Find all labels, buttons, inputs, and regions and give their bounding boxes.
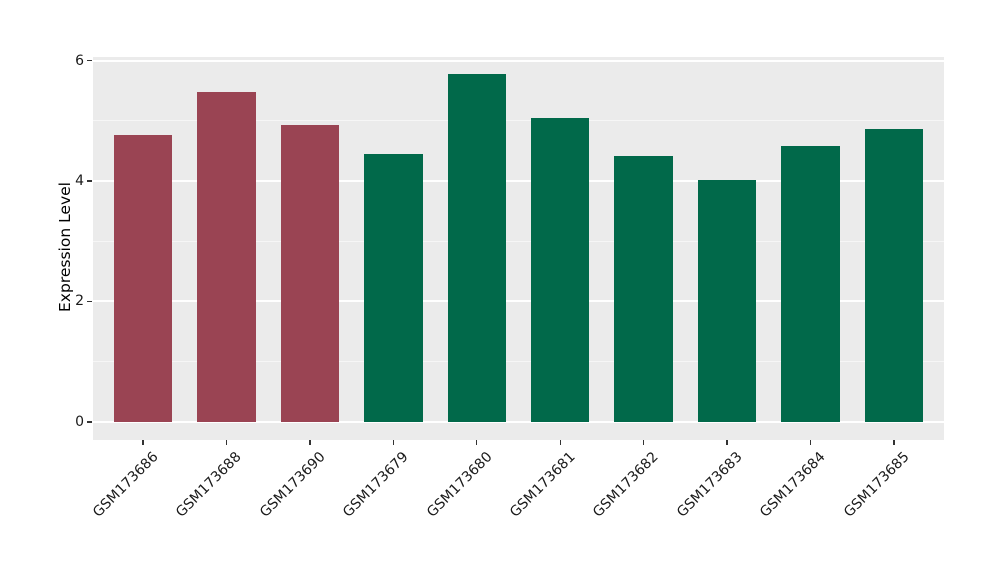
gridline-minor: [93, 120, 944, 122]
y-tick-label-0: 0: [75, 413, 84, 430]
x-tick-mark: [225, 440, 228, 445]
y-tick-mark: [87, 421, 92, 423]
x-tick-mark: [392, 440, 394, 445]
x-tick-mark: [643, 440, 645, 445]
bar-GSM173682: [614, 155, 673, 422]
x-tick-label-GSM173682: GSM173682: [590, 449, 662, 521]
bar-GSM173683: [697, 180, 757, 422]
y-tick-mark: [87, 300, 92, 303]
x-tick-label-GSM173685: GSM173685: [840, 449, 913, 521]
x-tick-label-GSM173681: GSM173681: [506, 449, 579, 521]
x-tick-label-GSM173686: GSM173686: [89, 449, 162, 521]
gridline-minor: [93, 361, 944, 363]
x-tick-mark: [893, 440, 895, 445]
x-tick-label-GSM173688: GSM173688: [173, 449, 245, 521]
x-tick-label-GSM173679: GSM173679: [340, 449, 412, 521]
bar-GSM173684: [781, 146, 840, 422]
x-tick-mark: [559, 440, 561, 445]
plot-panel: [93, 57, 944, 440]
x-tick-mark: [476, 440, 478, 445]
gridline-major: [93, 300, 944, 303]
x-tick-mark: [726, 440, 728, 445]
y-axis-title: Expression Level: [56, 181, 74, 312]
y-tick-label-2: 2: [75, 293, 84, 310]
bar-GSM173679: [364, 153, 423, 422]
gridline-major: [93, 420, 944, 423]
x-tick-mark: [809, 440, 812, 445]
bar-GSM173690: [280, 125, 340, 422]
y-tick-label-6: 6: [75, 52, 84, 69]
gridline-minor: [93, 240, 944, 242]
gridline-major: [93, 180, 944, 183]
x-tick-label-GSM173684: GSM173684: [757, 449, 829, 521]
x-tick-label-GSM173683: GSM173683: [673, 449, 746, 521]
x-tick-mark: [309, 440, 311, 445]
y-tick-label-4: 4: [75, 173, 84, 190]
y-tick-mark: [87, 180, 92, 182]
bar-GSM173685: [864, 128, 924, 422]
x-tick-label-GSM173690: GSM173690: [256, 449, 329, 521]
bar-GSM173686: [113, 134, 173, 422]
x-tick-label-GSM173680: GSM173680: [423, 449, 496, 521]
x-tick-mark: [142, 440, 144, 445]
bar-GSM173681: [531, 118, 590, 422]
bar-GSM173680: [447, 73, 506, 422]
y-tick-mark: [87, 60, 92, 62]
gridline-major: [93, 59, 944, 62]
bar-GSM173688: [197, 91, 256, 422]
